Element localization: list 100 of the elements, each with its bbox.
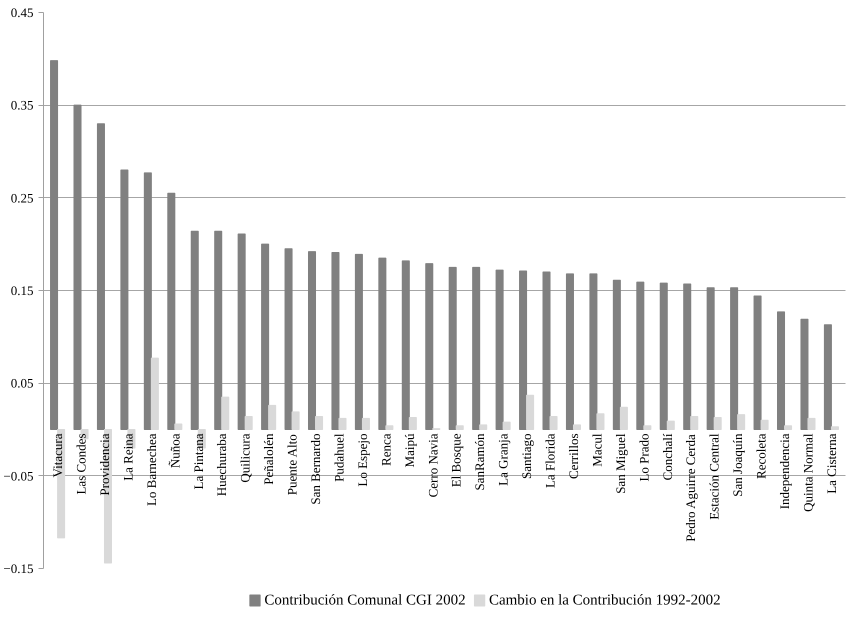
- x-tick-label: Cerrillos: [566, 433, 581, 479]
- x-tick-label: Pedro Aguirre Cerda: [683, 434, 698, 542]
- bar: [730, 287, 738, 430]
- bar: [338, 418, 347, 430]
- bar: [261, 244, 270, 430]
- bar: [144, 172, 152, 430]
- bar: [550, 416, 558, 430]
- bar: [354, 254, 363, 430]
- bar: [612, 280, 621, 430]
- bar: [754, 296, 762, 430]
- bar: [519, 270, 528, 430]
- legend-label: Contribución Comunal CGI 2002: [264, 592, 466, 608]
- bar: [784, 425, 792, 430]
- x-tick-label: Renca: [378, 433, 394, 466]
- legend-label: Cambio en la Contribución 1992-2002: [488, 592, 721, 608]
- bar: [589, 273, 598, 430]
- bar: [479, 424, 488, 430]
- bar: [190, 230, 199, 430]
- bar: [472, 266, 480, 430]
- bar: [502, 422, 511, 430]
- bar: [174, 423, 182, 430]
- x-tick-label: Cerro Navia: [425, 433, 440, 498]
- x-tick-label: Macul: [589, 433, 604, 467]
- bar: [542, 271, 551, 430]
- bar: [800, 318, 808, 430]
- bar: [268, 404, 276, 430]
- bar: [660, 282, 668, 430]
- bar: [566, 273, 574, 430]
- x-tick-label: SanRamón: [472, 433, 488, 491]
- bar: [150, 358, 159, 430]
- x-tick-label: San Bernardo: [308, 433, 324, 505]
- bar: [737, 414, 746, 430]
- x-tick-label: Ñuñoa: [167, 433, 182, 468]
- bar: [50, 60, 58, 430]
- bar: [706, 287, 715, 430]
- bar: [292, 411, 300, 430]
- x-tick-label: Quilicura: [238, 433, 253, 483]
- bar: [378, 258, 386, 430]
- bar: [496, 270, 504, 430]
- bar: [284, 248, 293, 430]
- y-tick-label: 0.15: [10, 283, 34, 298]
- bar: [714, 416, 722, 430]
- bar: [830, 426, 839, 430]
- y-tick-label: 0.05: [10, 376, 34, 391]
- bar: [221, 396, 230, 430]
- x-tick-label: Lo Prado: [636, 433, 652, 482]
- bar: [238, 233, 246, 430]
- bar: [643, 425, 652, 430]
- x-tick-label: San Miguel: [612, 433, 628, 494]
- y-tick-label: 0.45: [10, 5, 34, 20]
- x-tick-label: El Bosque: [448, 433, 464, 488]
- bar: [244, 416, 253, 430]
- bar: [760, 420, 769, 430]
- x-tick-label: Pudahuel: [331, 433, 346, 482]
- x-tick-label: Santiago: [519, 433, 534, 479]
- x-tick-label: Peñalolén: [261, 433, 276, 485]
- bar: [448, 266, 457, 430]
- x-tick-label: Lo Barnechea: [144, 433, 159, 506]
- bar: [596, 413, 604, 430]
- bar: [96, 123, 105, 430]
- bar: [331, 252, 340, 430]
- bar: [690, 416, 698, 430]
- x-tick-label: Providencia: [96, 433, 112, 496]
- bar: [402, 260, 410, 430]
- bar: [362, 418, 370, 430]
- bar: [214, 230, 222, 430]
- x-tick-label: Conchalí: [660, 433, 675, 480]
- bar: [308, 251, 316, 430]
- x-tick-label: La Florida: [542, 433, 558, 488]
- bar: [776, 311, 786, 430]
- x-tick-label: Puente Alto: [284, 434, 300, 496]
- x-tick-label: Las Condes: [74, 433, 89, 495]
- bar: [120, 170, 128, 430]
- y-tick-label: −0.05: [3, 468, 34, 484]
- x-tick-label: La Reina: [120, 433, 136, 481]
- bar: [425, 263, 434, 430]
- bar: [526, 394, 534, 430]
- bar: [807, 418, 816, 430]
- x-tick-label: San Joaquín: [730, 433, 746, 497]
- x-tick-label: Maipú: [402, 433, 417, 468]
- bar: [167, 192, 176, 430]
- x-tick-label: La Granja: [496, 433, 511, 486]
- x-tick-label: Huechuraba: [214, 433, 230, 496]
- y-tick-label: 0.25: [10, 190, 34, 206]
- x-tick-label: La Pintana: [190, 433, 206, 490]
- bar: [385, 425, 394, 430]
- y-tick-label: 0.35: [10, 98, 34, 113]
- x-tick-label: Recoleta: [754, 433, 769, 479]
- bar: [408, 416, 417, 430]
- bar: [666, 420, 675, 430]
- x-tick-label: Vitacura: [50, 433, 66, 478]
- bar: [620, 406, 628, 430]
- x-tick-label: Independencia: [777, 433, 792, 510]
- bar: [636, 282, 644, 430]
- x-tick-label: Quinta Normal: [800, 433, 816, 512]
- bar: [456, 425, 464, 430]
- bar: [572, 424, 582, 430]
- x-tick-label: Estación Central: [706, 433, 722, 520]
- bar: [315, 416, 324, 430]
- x-tick-label: La Cisterna: [824, 433, 839, 494]
